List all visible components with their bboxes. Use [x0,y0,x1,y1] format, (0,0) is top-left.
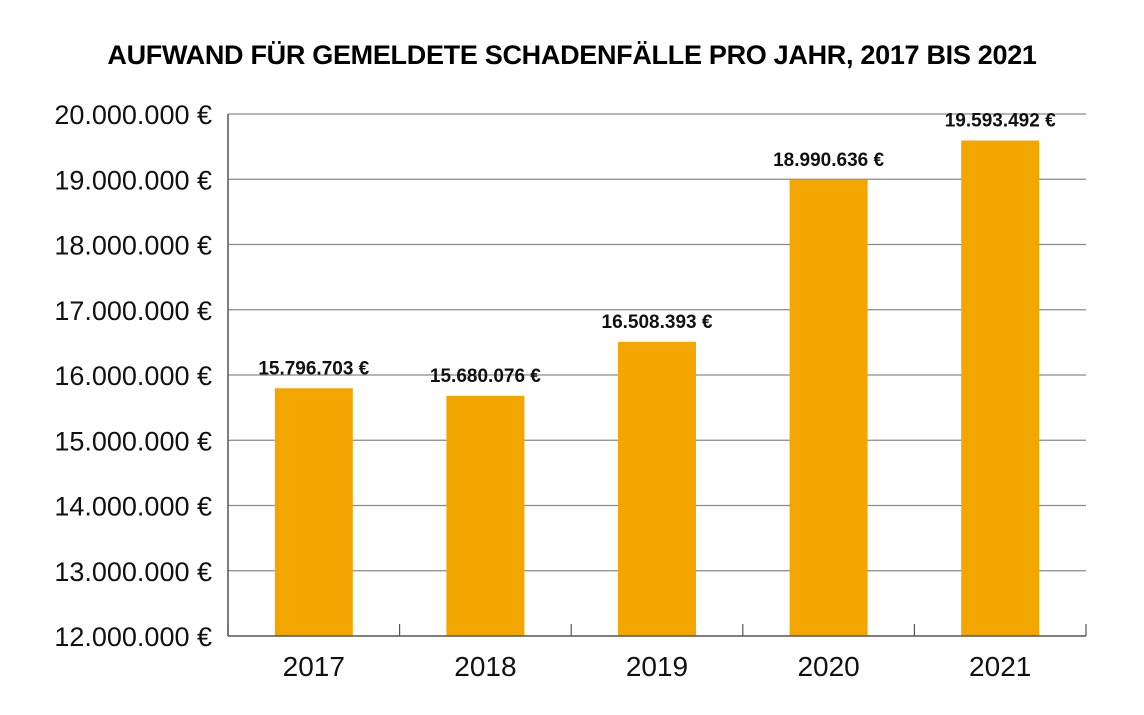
data-label-2020: 18.990.636 € [773,150,884,171]
y-tick-label: 17.000.000 € [54,296,212,326]
x-axis-tick-labels: 2017 2018 2019 2020 2021 [283,651,1032,682]
bar-2021 [961,140,1040,636]
bars [274,140,1040,636]
axes [227,114,1087,637]
x-tick-label: 2020 [797,651,859,682]
y-tick-label: 18.000.000 € [54,231,212,261]
bar-2020 [789,179,868,636]
y-tick-label: 12.000.000 € [54,622,212,652]
y-tick-label: 15.000.000 € [54,426,212,456]
y-tick-label: 20.000.000 € [54,100,212,130]
data-label-2017: 15.796.703 € [258,358,369,379]
y-axis-tick-labels: 12.000.000 € 13.000.000 € 14.000.000 € 15.0… [54,100,212,652]
data-label-2019: 16.508.393 € [602,312,713,333]
y-tick-label: 13.000.000 € [54,557,212,587]
data-label-2021: 19.593.492 € [945,111,1056,132]
y-tick-label: 19.000.000 € [54,165,212,195]
bar-2018 [446,395,525,636]
x-tick-label: 2018 [454,651,516,682]
bar-2017 [274,388,353,636]
x-tick-label: 2019 [626,651,688,682]
x-tick-label: 2021 [969,651,1031,682]
data-label-2018: 15.680.076 € [430,366,541,387]
x-tick-label: 2017 [283,651,345,682]
bar-2019 [618,341,696,636]
chart-title: AUFWAND FÜR GEMELDETE SCHADENFÄLLE PRO J… [107,40,1037,70]
data-labels: 15.796.703 € 15.680.076 € 16.508.393 € 18.9… [258,111,1056,387]
y-tick-label: 16.000.000 € [54,361,212,391]
y-tick-label: 14.000.000 € [54,492,212,522]
